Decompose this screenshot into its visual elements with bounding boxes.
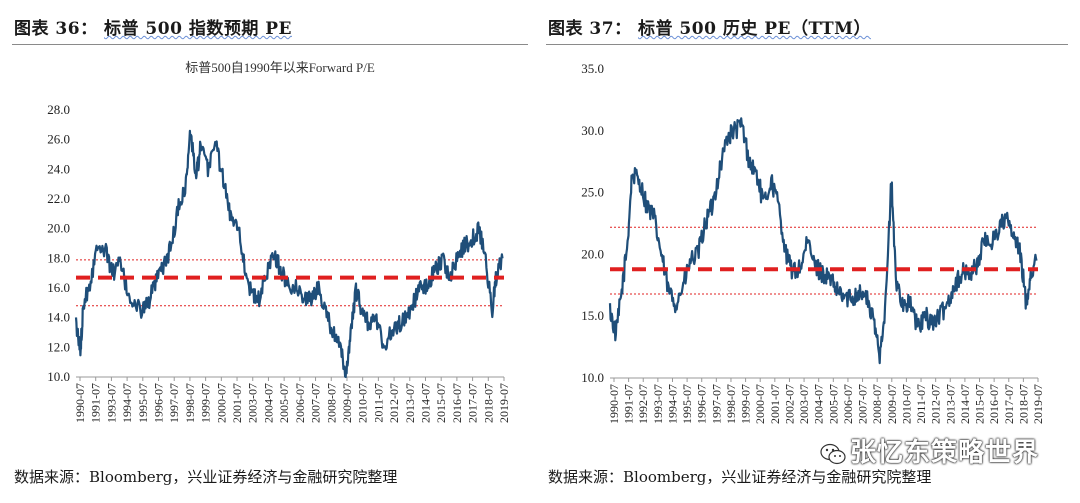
pe-series-line: [610, 118, 1037, 363]
x-tick-label: 2004-07: [261, 383, 275, 423]
x-tick-label: 2014-07: [418, 383, 432, 423]
left-source-note: 数据来源：Bloomberg，兴业证券经济与金融研究院整理: [14, 466, 397, 487]
x-tick-label: 1991-07: [622, 384, 636, 424]
x-tick-label: 1999-07: [739, 384, 753, 424]
y-tick-label: 28.0: [47, 102, 70, 117]
x-tick-label: 1997-07: [167, 383, 181, 423]
x-tick-label: 2009-07: [885, 384, 899, 424]
chart-title: 标普500自1990年以来Forward P/E: [185, 60, 375, 75]
x-tick-label: 2016-07: [987, 384, 1001, 424]
right-source-note: 数据来源：Bloomberg，兴业证券经济与金融研究院整理: [548, 466, 931, 487]
x-tick-label: 2001-07: [230, 383, 244, 423]
x-tick-label: 1996-07: [695, 384, 709, 424]
x-tick-label: 2012-07: [387, 383, 401, 423]
x-tick-label: 1998-07: [183, 383, 197, 423]
y-tick-label: 10.0: [581, 370, 604, 385]
x-tick-label: 2010-07: [899, 384, 913, 424]
x-tick-label: 2008-07: [324, 383, 338, 423]
right-figure-panel: 图表 37： 标普 500 历史 PE（TTM） 10.0 15.0 20.0 25.…: [540, 0, 1080, 503]
x-tick-label: 2009-07: [340, 383, 354, 423]
y-tick-label: 16.0: [47, 280, 70, 295]
x-tick-label: 2003-07: [797, 384, 811, 424]
y-tick-label: 18.0: [47, 250, 70, 265]
x-tick-label: 2014-07: [958, 384, 972, 424]
x-tick-label: 2017-07: [466, 383, 480, 423]
left-figure-panel: 图表 36： 标普 500 指数预期 PE 标普500自1990年以来Forwa…: [0, 0, 540, 503]
x-tick-label: 2006-07: [841, 384, 855, 424]
x-tick-label: 2000-07: [214, 383, 228, 423]
x-tick-label: 2015-07: [434, 383, 448, 423]
x-tick-label: 2013-07: [943, 384, 957, 424]
y-tick-label: 24.0: [47, 161, 70, 176]
wechat-icon: [820, 443, 846, 465]
x-tick-label: 2000-07: [753, 384, 767, 424]
x-tick-label: 1993-07: [651, 384, 665, 424]
y-tick-label: 15.0: [581, 308, 604, 323]
x-tick-label: 2002-07: [782, 384, 796, 424]
x-tick-label: 1990-07: [73, 383, 87, 423]
left-chart: 标普500自1990年以来Forward P/E 10.0 12.0 14.0 16.0…: [0, 0, 540, 460]
x-tick-label: 2013-07: [403, 383, 417, 423]
pe-series-line: [76, 131, 503, 377]
x-tick-label: 2011-07: [371, 383, 385, 423]
watermark-text: 张忆东策略世界: [850, 438, 1039, 468]
x-tick-label: 2012-07: [929, 384, 943, 424]
x-tick-label: 1994-07: [665, 384, 679, 424]
x-tick-label: 2003-07: [246, 383, 260, 423]
x-tick-label: 1996-07: [152, 383, 166, 423]
x-tick-label: 2005-07: [826, 384, 840, 424]
x-tick-label: 1995-07: [136, 383, 150, 423]
x-tick-label: 2007-07: [309, 383, 323, 423]
x-tick-label: 2018-07: [1016, 384, 1030, 424]
x-tick-label: 1993-07: [104, 383, 118, 423]
x-tick-label: 1991-07: [89, 383, 103, 423]
x-tick-label: 1998-07: [724, 384, 738, 424]
x-tick-label: 2015-07: [973, 384, 987, 424]
x-tick-label: 1999-07: [199, 383, 213, 423]
y-tick-label: 22.0: [47, 191, 70, 206]
x-tick-label: 2005-07: [277, 383, 291, 423]
x-tick-label: 2004-07: [812, 384, 826, 424]
x-tick-label: 1990-07: [607, 384, 621, 424]
y-tick-label: 25.0: [581, 185, 604, 200]
x-tick-label: 1992-07: [636, 384, 650, 424]
x-tick-label: 2016-07: [450, 383, 464, 423]
y-tick-label: 35.0: [581, 61, 604, 76]
y-tick-label: 14.0: [47, 310, 70, 325]
x-tick-label: 2018-07: [481, 383, 495, 423]
x-tick-label: 1994-07: [120, 383, 134, 423]
x-tick-label: 2007-07: [856, 384, 870, 424]
x-tick-label: 2006-07: [293, 383, 307, 423]
y-tick-label: 26.0: [47, 132, 70, 147]
x-tick-label: 2019-07: [497, 383, 511, 423]
y-tick-label: 30.0: [581, 123, 604, 138]
x-tick-label: 1997-07: [709, 384, 723, 424]
x-tick-label: 2008-07: [870, 384, 884, 424]
y-tick-label: 20.0: [581, 246, 604, 261]
watermark: 张忆东策略世界: [820, 432, 1039, 469]
y-tick-label: 12.0: [47, 339, 70, 354]
x-tick-label: 2011-07: [914, 384, 928, 424]
x-tick-label: 2017-07: [1002, 384, 1016, 424]
y-tick-label: 20.0: [47, 221, 70, 236]
x-tick-label: 2001-07: [768, 384, 782, 424]
x-tick-label: 2019-07: [1031, 384, 1045, 424]
x-tick-label: 1995-07: [680, 384, 694, 424]
x-tick-label: 2010-07: [356, 383, 370, 423]
y-tick-label: 10.0: [47, 369, 70, 384]
